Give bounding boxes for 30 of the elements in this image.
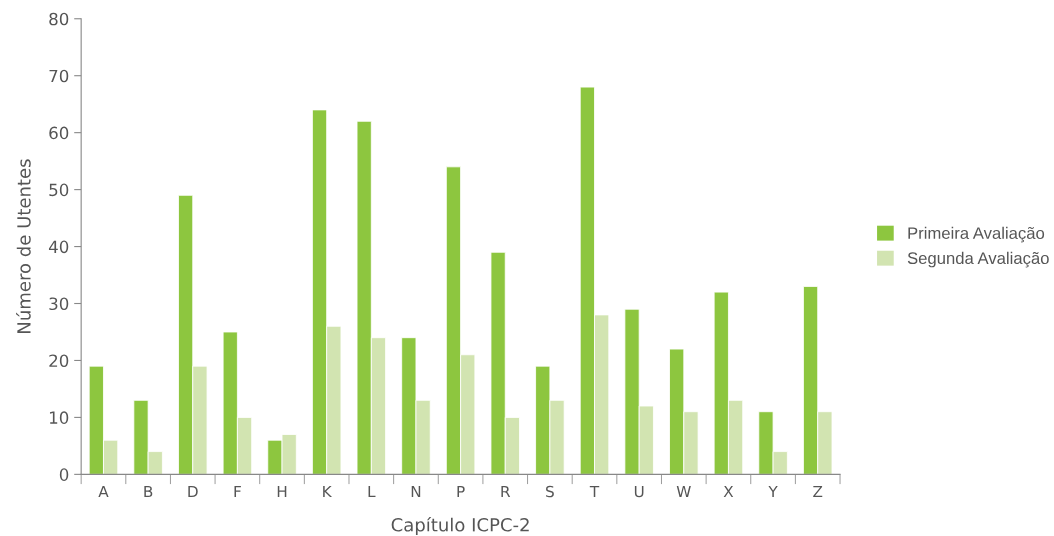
x-tick-label: T — [589, 485, 600, 498]
x-tick-label: L — [368, 485, 376, 498]
x-tick-label: W — [676, 485, 691, 498]
y-tick-label: 70 — [49, 69, 69, 83]
y-tick-label: 0 — [59, 468, 69, 481]
x-tick-label: D — [188, 485, 198, 498]
x-tick-label: Y — [768, 485, 778, 498]
y-axis-title: Número de Utentes — [16, 159, 31, 333]
x-tick-label: N — [411, 485, 421, 498]
y-tick-label: 60 — [49, 126, 69, 140]
x-tick-label: S — [546, 485, 554, 498]
legend-label: Segunda Avaliação — [907, 251, 1049, 268]
x-tick-label: A — [98, 485, 109, 498]
x-tick-label: U — [634, 485, 644, 498]
x-tick-label: R — [501, 485, 511, 498]
x-tick-label: B — [144, 485, 153, 498]
x-axis-title: Capítulo ICPC-2 — [391, 516, 529, 536]
x-tick-label: H — [277, 485, 287, 498]
legend-label: Primeira Avaliação — [908, 226, 1045, 243]
x-tick-label: F — [234, 485, 241, 498]
x-tick-label: P — [457, 485, 465, 498]
y-tick-label: 30 — [49, 297, 69, 311]
x-tick-label: Z — [813, 485, 823, 498]
x-tick-label: K — [323, 485, 333, 498]
y-tick-label: 10 — [49, 411, 69, 424]
x-tick-label: X — [723, 485, 734, 498]
y-tick-label: 50 — [49, 183, 69, 197]
y-tick-label: 40 — [48, 240, 69, 254]
y-tick-label: 80 — [49, 12, 69, 26]
y-tick-label: 20 — [49, 354, 69, 368]
